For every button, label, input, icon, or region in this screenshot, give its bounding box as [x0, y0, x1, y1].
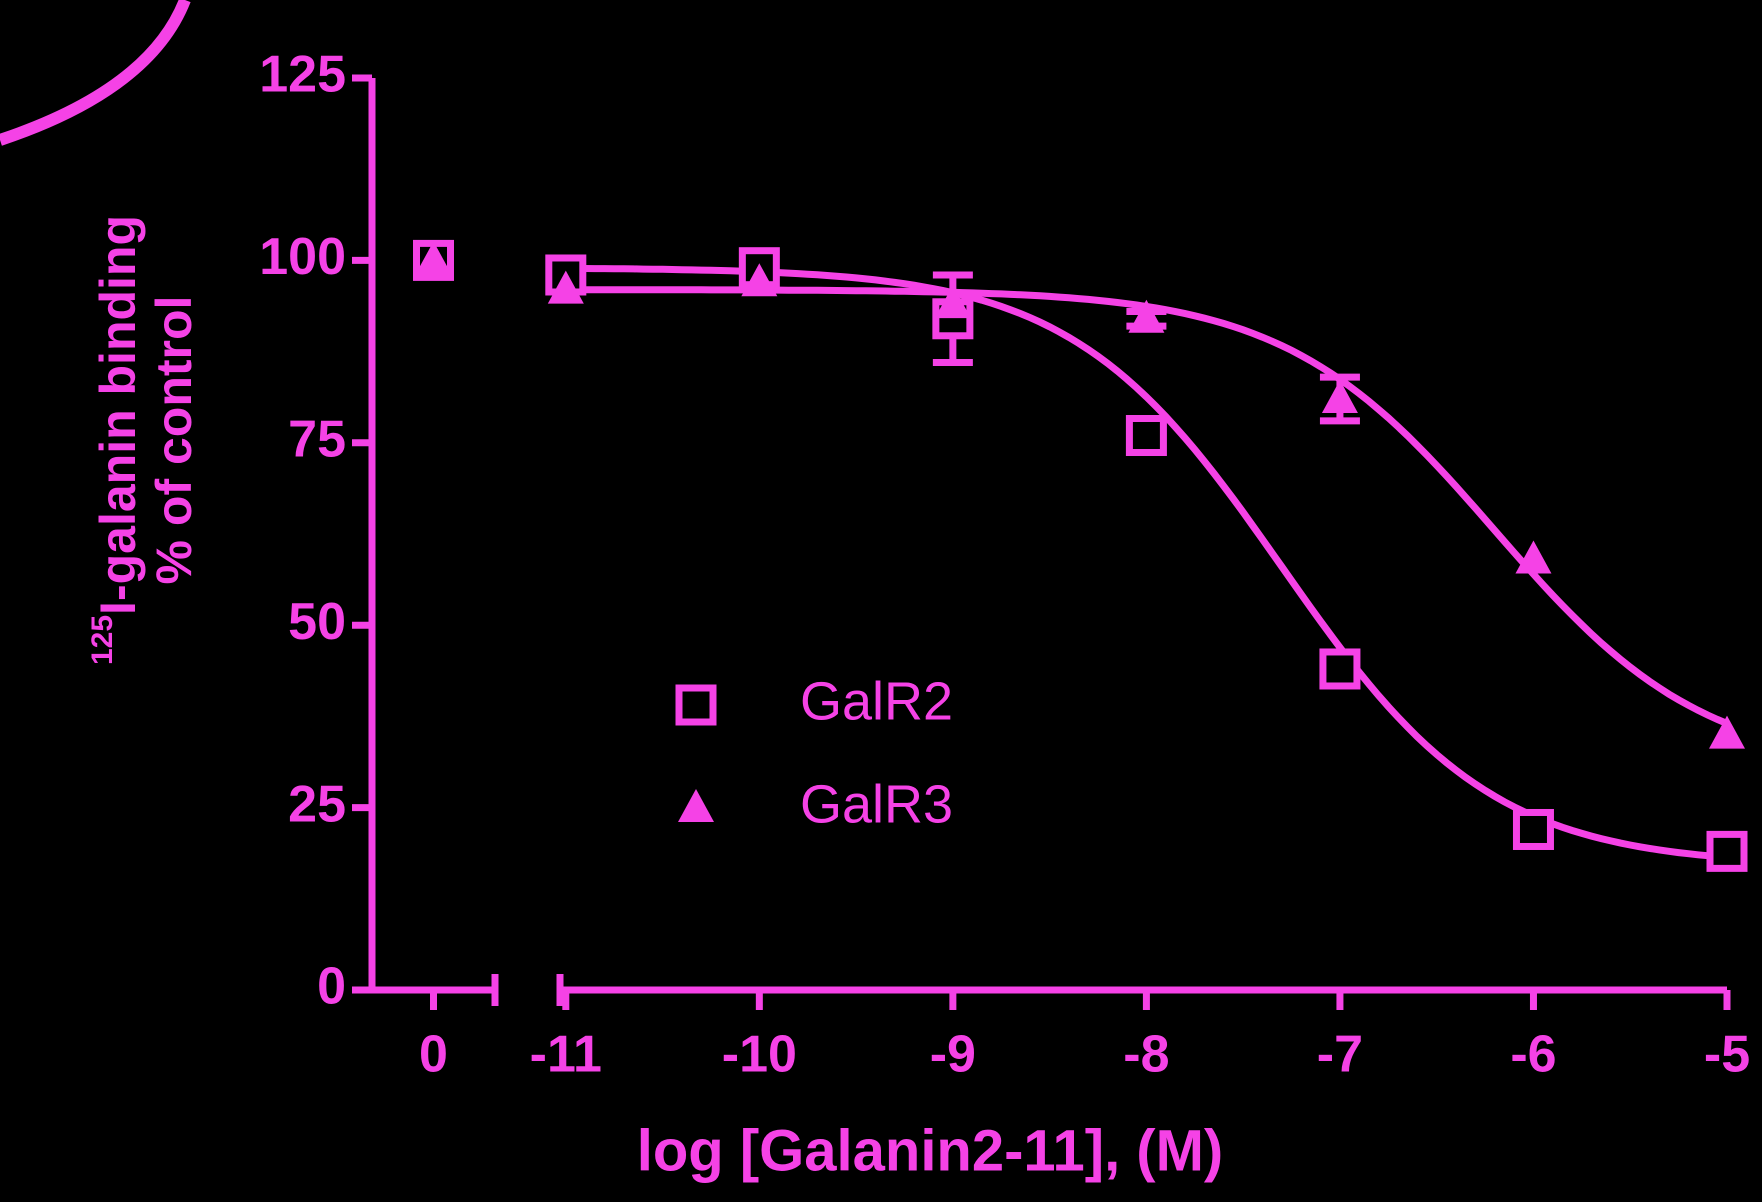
- marker-square: [679, 688, 713, 722]
- legend-label: GalR3: [800, 774, 953, 834]
- y-tick-label: 0: [317, 958, 346, 1016]
- x-tick-label: -10: [722, 1026, 797, 1084]
- y-tick-label: 25: [288, 775, 346, 833]
- marker-square: [1710, 834, 1744, 868]
- y-tick-label: 50: [288, 593, 346, 651]
- marker-square: [1129, 419, 1163, 453]
- legend-label: GalR2: [800, 671, 953, 731]
- y-axis-label-2: % of control: [146, 296, 202, 585]
- y-axis-label-sup: 125: [86, 615, 119, 665]
- x-tick-label: -5: [1704, 1026, 1750, 1084]
- marker-square: [1323, 652, 1357, 686]
- y-tick-label: 100: [259, 228, 346, 286]
- background: [0, 0, 1762, 1197]
- x-tick-label: -8: [1123, 1026, 1169, 1084]
- x-tick-label: -11: [530, 1026, 602, 1084]
- y-tick-label: 75: [288, 411, 346, 469]
- chart: 125I-galanin binding % of control log [G…: [0, 0, 1762, 1197]
- y-axis-label-main: I-galanin binding: [90, 215, 146, 615]
- y-tick-label: 125: [259, 46, 346, 104]
- x-axis-label: log [Galanin2-11], (M): [637, 1118, 1224, 1183]
- marker-square: [1516, 812, 1550, 846]
- x-tick-label: 0: [419, 1026, 448, 1084]
- x-tick-label: -6: [1510, 1026, 1556, 1084]
- y-axis-label: 125I-galanin binding: [86, 215, 146, 665]
- x-tick-label: -9: [930, 1026, 976, 1084]
- x-tick-label: -7: [1317, 1026, 1363, 1084]
